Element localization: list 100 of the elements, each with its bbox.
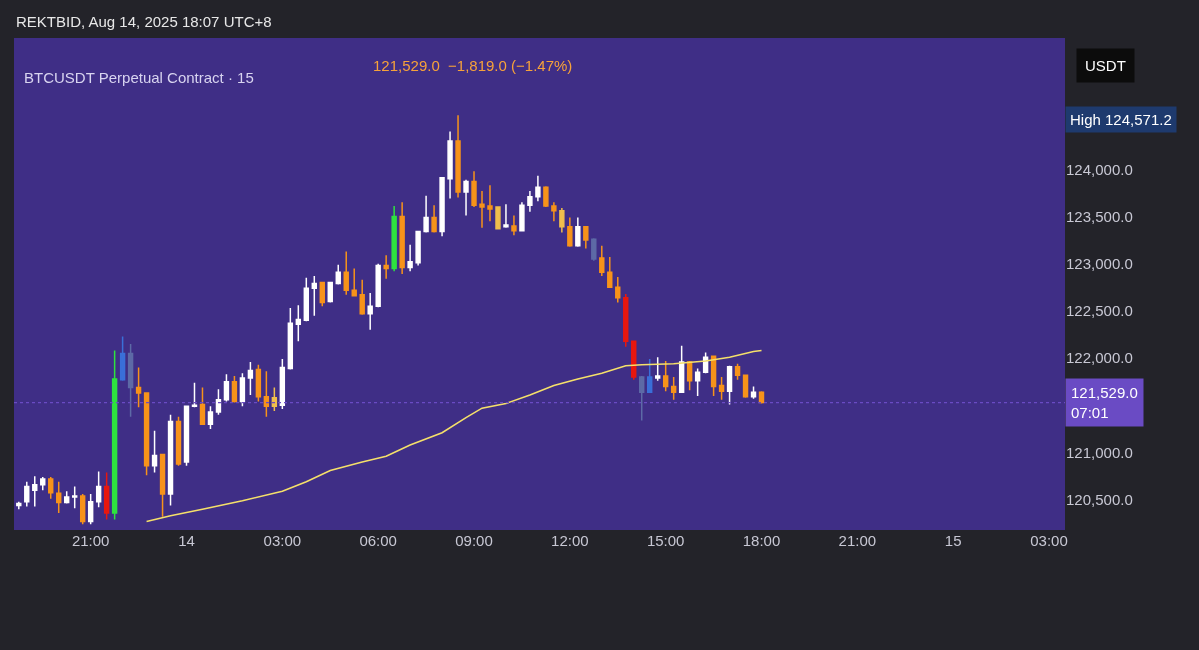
candlestick (726, 364, 733, 406)
y-tick-label: 123,000.0 (1066, 254, 1133, 272)
y-tick-label: 120,500.0 (1066, 491, 1133, 509)
candlestick (319, 281, 325, 307)
candlestick (351, 267, 357, 297)
candlestick (519, 201, 525, 233)
candlestick (279, 358, 286, 410)
candlestick (551, 201, 557, 222)
candlestick (575, 216, 581, 248)
candlestick (343, 250, 349, 296)
candlestick (623, 293, 629, 348)
candlestick (662, 360, 669, 392)
y-tick-label: 123,500.0 (1066, 207, 1133, 225)
candlestick (56, 481, 62, 514)
text: BTCUSDT Perpetual Contract · 15 (23, 69, 254, 87)
y-tick-label: 122,500.0 (1066, 302, 1133, 320)
candlestick (463, 178, 469, 217)
candlestick (271, 386, 278, 412)
candlestick (135, 366, 142, 408)
candlestick (191, 381, 198, 408)
candlestick (48, 476, 54, 500)
candlestick (439, 177, 445, 238)
candlestick (383, 254, 389, 280)
candlestick (567, 216, 573, 248)
candlestick (375, 262, 381, 308)
candlestick (559, 207, 565, 234)
candlestick (79, 493, 86, 526)
candlestick (263, 370, 270, 418)
candlestick (639, 375, 645, 422)
candlestick (64, 490, 70, 505)
candlestick (127, 343, 134, 418)
candlestick (359, 279, 365, 316)
candlestick (247, 361, 254, 396)
candlestick (207, 405, 214, 430)
x-tick-label: 03:00 (1030, 532, 1068, 549)
candlestick (742, 374, 749, 399)
x-tick-label: 09:00 (455, 532, 493, 549)
candlestick (407, 244, 413, 272)
line-series (145, 349, 763, 523)
candlestick (431, 204, 437, 234)
candlestick (335, 263, 341, 286)
candlestick (423, 194, 429, 234)
candlestick (24, 481, 30, 508)
candlestick (367, 292, 373, 331)
candlestick (32, 475, 38, 508)
candlestick (399, 201, 405, 275)
y-tick-label: 122,000.0 (1066, 349, 1133, 367)
candlestick (495, 206, 501, 230)
candlestick (111, 349, 118, 521)
candlestick (255, 363, 262, 403)
candlestick (231, 375, 238, 404)
x-tick-label: 21:00 (71, 532, 110, 549)
candlestick (159, 453, 166, 518)
x-tick-label: 06:00 (359, 532, 397, 549)
candlestick (151, 430, 158, 474)
candlestick (183, 405, 190, 467)
candlestick (654, 356, 661, 382)
candlestick (599, 245, 605, 277)
candlestick (543, 185, 549, 208)
y-tick-label: 124,000.0 (1066, 160, 1133, 178)
candlestick (71, 485, 78, 510)
candlestick (487, 184, 493, 222)
candlestick (750, 385, 757, 400)
candlestick (447, 130, 453, 200)
x-tick-label: 21:00 (838, 532, 877, 549)
candlestick (223, 373, 230, 403)
candlestick (40, 476, 46, 492)
annotation: 121,529.0 −1,819.0 (−1.47%) (373, 57, 573, 74)
candlestick (710, 355, 717, 397)
candlestick (391, 205, 397, 272)
candlestick (415, 230, 421, 267)
candlestick (678, 345, 685, 393)
candlestick (591, 237, 597, 262)
candlestick (527, 190, 533, 213)
candlestick (607, 256, 613, 289)
candlestick (215, 388, 222, 416)
x-tick-label: 15:00 (646, 532, 685, 549)
candlestick (471, 170, 477, 208)
candlestick (295, 304, 302, 342)
x-tick-label: 18:00 (742, 532, 781, 549)
y-tick-label: 121,000.0 (1066, 443, 1133, 461)
candlestick (287, 307, 294, 371)
text: REKTBID, Aug 14, 2025 18:07 UTC+8 (16, 13, 272, 30)
candlestick (503, 203, 509, 229)
text: USDT (1085, 57, 1126, 74)
x-tick-label: 12:00 (551, 532, 589, 549)
candlestick (647, 358, 653, 394)
candlestick (239, 372, 246, 408)
candlestick (143, 392, 150, 476)
candlestick (734, 363, 741, 381)
candlestick (175, 415, 182, 467)
candlestick (511, 214, 517, 237)
candlestick (95, 470, 102, 509)
candlestick (479, 190, 485, 229)
candlestick (694, 367, 701, 397)
ref-line-label: 121,529.0 07:01 (1071, 384, 1138, 421)
candlestick (718, 376, 725, 401)
candlestick (670, 376, 677, 401)
candlestick (103, 471, 110, 521)
candlestick (615, 276, 621, 304)
